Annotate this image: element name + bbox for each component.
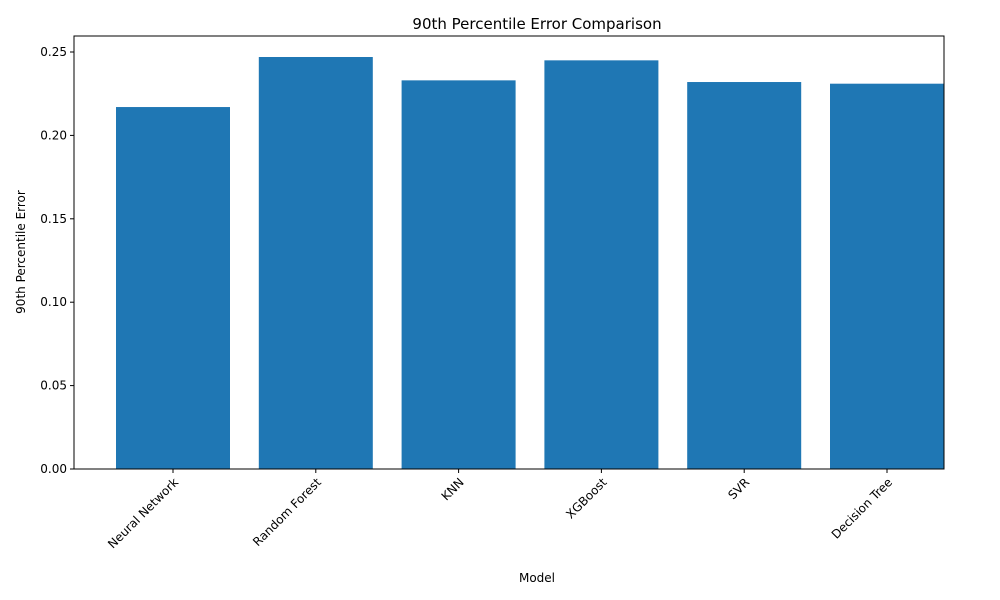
bar-decision-tree [830,83,944,469]
bar-xgboost [544,60,659,470]
x-tick-label: SVR [725,475,752,502]
bars-group [116,57,944,470]
bar-random-forest [258,57,373,470]
y-tick-label: 0.20 [40,128,67,142]
x-tick-label: KNN [439,475,467,503]
y-tick-label: 0.00 [40,462,67,476]
y-tick-label: 0.25 [40,45,67,59]
y-tick-label: 0.10 [40,295,67,309]
bar-svr [687,82,802,470]
bar-knn [401,80,516,469]
plot-frame [73,35,945,470]
y-axis-ticks: 0.00 0.05 0.10 0.15 0.20 0.25 [40,45,74,476]
y-tick-label: 0.15 [40,212,67,226]
y-axis-label: 90th Percentile Error [14,190,28,314]
x-axis-ticks: Neural Network Random Forest KNN XGBoost SVR… [105,469,895,551]
x-tick-label: Neural Network [105,475,181,551]
bar-neural-network [116,107,230,469]
y-tick-label: 0.05 [40,379,67,393]
chart-title: 90th Percentile Error Comparison [412,15,661,33]
x-tick-label: XGBoost [563,475,609,521]
x-axis-label: Model [519,571,555,585]
x-tick-label: Random Forest [250,475,324,549]
x-tick-label: Decision Tree [829,475,895,541]
